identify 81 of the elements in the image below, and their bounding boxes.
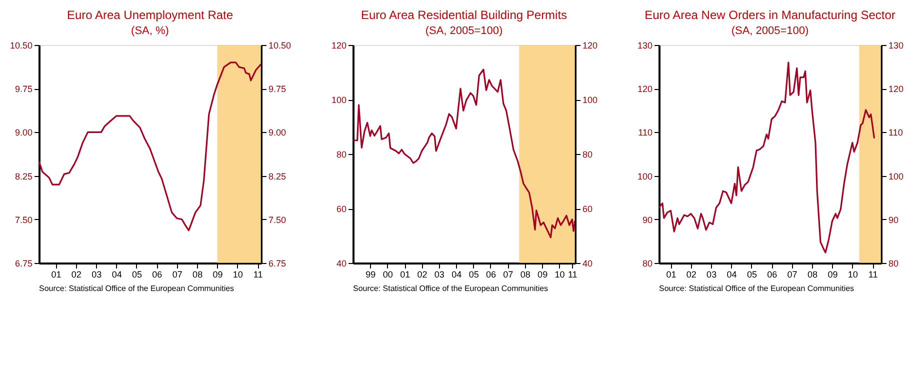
x-tick-label: 02	[71, 270, 82, 280]
y-tick-label: 80	[642, 258, 652, 268]
line-series	[39, 62, 261, 232]
x-tick-label: 04	[112, 270, 122, 280]
y-tick-label: 120	[331, 40, 346, 50]
y-tick-label: 90	[642, 214, 652, 225]
x-tick-label: 11	[868, 270, 878, 280]
x-tick-label: 05	[468, 270, 479, 280]
x-tick-label: 07	[787, 270, 798, 280]
y-tick-label: 120	[637, 84, 652, 94]
x-tick-label: 10	[554, 270, 565, 280]
x-tick-label: 09	[828, 270, 838, 280]
x-tick-label: 06	[486, 270, 496, 280]
y2-tick-label: 120	[888, 84, 904, 94]
x-tick-label: 01	[400, 270, 410, 280]
x-tick-label: 05	[132, 270, 142, 280]
y-tick-label: 6.75	[14, 258, 32, 268]
x-tick-label: 08	[520, 270, 530, 280]
y-tick-label: 10.50	[10, 40, 32, 50]
y2-tick-label: 120	[582, 40, 598, 50]
y2-tick-label: 110	[888, 128, 903, 138]
line-series	[353, 68, 575, 238]
x-tick-label: 04	[726, 270, 737, 280]
x-tick-label: 04	[452, 270, 462, 280]
x-tick-label: 06	[767, 270, 778, 280]
x-tick-label: 10	[232, 270, 243, 280]
y2-tick-label: 6.75	[268, 258, 286, 268]
y-tick-label: 80	[336, 150, 346, 160]
y-tick-label: 100	[637, 171, 652, 182]
x-tick-label: 08	[808, 270, 818, 280]
x-tick-label: 03	[706, 270, 717, 280]
x-tick-label: 06	[152, 270, 162, 280]
y2-tick-label: 90	[888, 214, 899, 225]
y-tick-label: 110	[638, 128, 652, 138]
source-note: Source: Statistical Office of the European Communities	[659, 284, 854, 293]
y2-tick-label: 130	[888, 40, 904, 50]
y-tick-label: 8.25	[14, 171, 32, 182]
x-tick-label: 09	[212, 270, 223, 280]
x-tick-label: 03	[434, 270, 444, 280]
x-tick-label: 09	[538, 270, 548, 280]
x-tick-label: 02	[417, 270, 428, 280]
x-tick-label: 01	[666, 270, 676, 280]
y2-tick-label: 80	[582, 150, 593, 160]
line-series	[659, 62, 876, 254]
source-note: Source: Statistical Office of the European Communities	[353, 284, 548, 293]
y2-tick-label: 9.00	[268, 128, 286, 138]
x-tick-label: 07	[503, 270, 514, 280]
y2-tick-label: 10.50	[268, 40, 292, 50]
y-tick-label: 7.50	[14, 214, 32, 225]
y2-tick-label: 8.25	[268, 171, 286, 182]
y-tick-label: 60	[336, 204, 346, 214]
chart-title: Euro Area Residential Building Permits	[360, 8, 568, 22]
y-tick-label: 9.75	[14, 84, 32, 94]
y-tick-label: 9.00	[14, 128, 32, 138]
x-tick-label: 01	[51, 270, 62, 280]
chart-subtitle: (SA, 2005=100)	[731, 25, 809, 37]
x-tick-label: 10	[848, 270, 858, 280]
x-tick-label: 07	[172, 270, 182, 280]
x-tick-label: 08	[192, 270, 203, 280]
chart-subtitle: (SA, %)	[131, 25, 169, 37]
y2-tick-label: 40	[582, 258, 593, 268]
chart-title: Euro Area Unemployment Rate	[66, 8, 234, 22]
x-tick-label: 11	[568, 270, 578, 280]
y-tick-label: 100	[331, 95, 346, 105]
x-tick-label: 00	[382, 270, 393, 280]
y2-tick-label: 7.50	[268, 214, 286, 225]
chart-subtitle: (SA, 2005=100)	[425, 25, 503, 37]
y2-tick-label: 80	[888, 258, 899, 268]
chart-title: Euro Area New Orders in Manufacturing Sector	[644, 8, 896, 22]
y2-tick-label: 100	[582, 95, 598, 105]
x-tick-label: 03	[92, 270, 102, 280]
y2-tick-label: 9.75	[268, 84, 286, 94]
y-tick-label: 40	[336, 258, 346, 268]
x-tick-label: 05	[746, 270, 757, 280]
x-tick-label: 11	[253, 270, 263, 280]
y2-tick-label: 100	[888, 171, 904, 182]
x-tick-label: 02	[686, 270, 696, 280]
y-tick-label: 130	[637, 40, 652, 50]
y2-tick-label: 60	[582, 204, 593, 214]
source-note: Source: Statistical Office of the European Communities	[39, 284, 234, 293]
x-tick-label: 99	[366, 270, 376, 280]
